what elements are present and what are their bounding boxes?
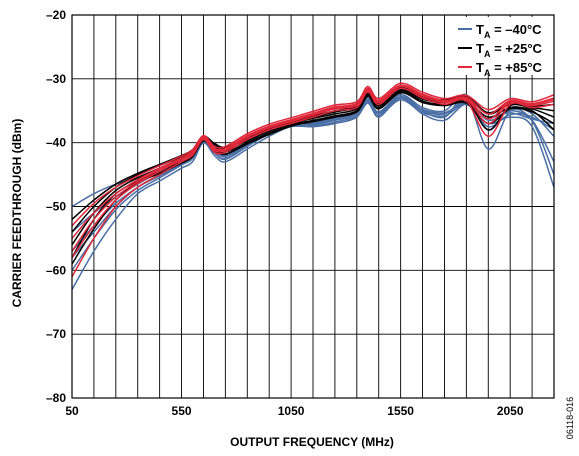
y-tick-label: –60 [46, 263, 66, 277]
series-group [72, 82, 554, 278]
y-tick-label: –40 [46, 136, 66, 150]
legend-entry: TA = +25°C [476, 41, 543, 59]
y-tick-label: –50 [46, 200, 66, 214]
x-tick-label: 1550 [387, 404, 414, 418]
x-tick-label: 550 [172, 404, 192, 418]
series-line [72, 87, 554, 278]
series-line [72, 85, 554, 252]
x-tick-label: 1050 [278, 404, 305, 418]
legend-entry: TA = –40°C [476, 22, 542, 40]
x-tick-label: 50 [65, 404, 79, 418]
x-axis-title: OUTPUT FREQUENCY (MHz) [230, 435, 394, 449]
series-line [72, 92, 554, 265]
x-axis-ticks: 50 550 1050 1550 2050 [65, 404, 524, 418]
plot-frame [71, 14, 555, 399]
legend-entry: TA = +85°C [476, 60, 543, 78]
legend: TA = –40°CTA = +25°CTA = +85°C [454, 17, 552, 78]
legend-background [454, 17, 552, 75]
y-axis-ticks: –80 –70 –60 –50 –40 –30 –20 [46, 8, 66, 405]
y-axis-title: CARRIER FEEDTHROUGH (dBm) [10, 119, 24, 308]
y-tick-label: –30 [46, 72, 66, 86]
y-tick-label: –80 [46, 391, 66, 405]
x-tick-label: 2050 [497, 404, 524, 418]
series-line [72, 82, 554, 227]
series-line [72, 99, 554, 259]
y-tick-label: –70 [46, 327, 66, 341]
y-tick-label: –20 [46, 8, 66, 22]
series-line [72, 85, 554, 259]
grid [72, 15, 554, 398]
figure-id: 06118-016 [565, 397, 575, 439]
series-layer [72, 82, 554, 290]
